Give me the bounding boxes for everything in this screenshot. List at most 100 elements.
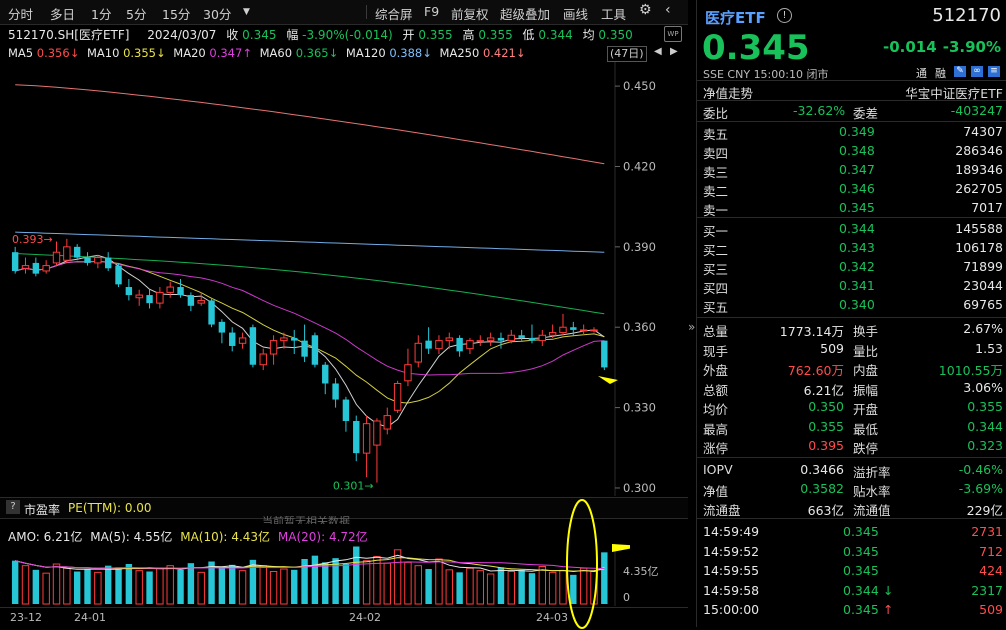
- chevron-left-icon[interactable]: ‹: [665, 2, 671, 18]
- volume-bar: [280, 568, 288, 605]
- candle-body: [590, 329, 598, 332]
- fund-stat-value: 0.3582: [800, 481, 844, 496]
- composite-screen-button[interactable]: 综合屏: [375, 7, 413, 22]
- candlestick-chart[interactable]: 0.450 0.420 0.390 0.360 0.330 0.300 0.393→ 0.30…: [0, 62, 688, 496]
- candle-body: [21, 265, 30, 269]
- ask-level-label: 卖五: [703, 127, 729, 142]
- fund-code: 512170: [932, 5, 1001, 26]
- ma10-label: MA10: [86, 46, 120, 60]
- forward-adjust-button[interactable]: 前复权: [451, 7, 489, 22]
- ask-row: 卖一 0.345 7017: [697, 199, 1003, 218]
- edit-icon[interactable]: ✎: [954, 66, 966, 77]
- triangle-right-icon[interactable]: ▶: [670, 46, 678, 57]
- volume-bar: [601, 552, 608, 604]
- stat-row: 均价 0.350 开盘 0.355: [697, 398, 1003, 417]
- ma120-value: 0.388↓: [389, 46, 432, 60]
- stat-row: 外盘 762.60万 内盘 1010.55万: [697, 359, 1003, 378]
- help-icon[interactable]: ?: [6, 500, 20, 514]
- tab-timeshare[interactable]: 分时: [8, 7, 34, 22]
- candle-body: [280, 337, 288, 342]
- gear-icon[interactable]: ⚙: [639, 2, 652, 18]
- volume-bar: [135, 570, 143, 605]
- tab-15min[interactable]: 15分: [162, 7, 191, 22]
- candle-body: [435, 340, 443, 350]
- wp-icon[interactable]: WP: [664, 26, 682, 42]
- last-price: 0.345: [702, 28, 810, 68]
- volume-bar: [269, 571, 278, 605]
- candle-body: [291, 337, 298, 341]
- link-icon[interactable]: ∞: [971, 66, 983, 77]
- ask-price: 0.348: [839, 143, 875, 158]
- volume-bar: [291, 569, 298, 604]
- candle-body: [208, 300, 215, 325]
- stat-value: 509: [820, 340, 844, 356]
- stat-value: 1010.55万: [938, 363, 1003, 378]
- fund-stat-label: 净值: [703, 484, 729, 499]
- tab-30min[interactable]: 30分: [203, 7, 232, 22]
- stat-value: 0.355: [808, 418, 844, 434]
- stat-label: 现手: [703, 343, 729, 359]
- tick-row: 14:59:49 0.345 2731: [697, 523, 1003, 541]
- triangle-left-icon[interactable]: ◀: [654, 46, 662, 57]
- volume-bar: [229, 564, 236, 604]
- info-circle-icon[interactable]: !: [777, 8, 792, 23]
- super-overlay-button[interactable]: 超级叠加: [500, 7, 551, 22]
- bid-volume: 71899: [963, 259, 1003, 274]
- fund-name[interactable]: 医疗ETF: [705, 9, 766, 27]
- tick-arrow-icon: ↓: [883, 582, 894, 598]
- ma20-line: [15, 260, 605, 376]
- down-triangle-icon[interactable]: ▼: [243, 7, 250, 17]
- pe-label[interactable]: 市盈率: [24, 503, 61, 517]
- fund-stat-row: 净值 0.3582 贴水率 -3.69%: [697, 480, 1003, 499]
- volume-bar: [177, 569, 184, 604]
- tab-5min[interactable]: 5分: [126, 7, 147, 22]
- ask-volume: 74307: [963, 124, 1003, 139]
- ma120-label: MA120: [345, 46, 386, 60]
- tab-multiday[interactable]: 多日: [50, 7, 76, 22]
- candle-body: [383, 415, 391, 430]
- candle-body: [332, 383, 339, 400]
- stat-value: 1773.14万: [779, 324, 844, 339]
- ma250-line: [15, 84, 605, 165]
- draw-line-button[interactable]: 画线: [563, 7, 589, 22]
- order-ratio-row: 委比 -32.62% 委差 -403247: [697, 102, 1003, 121]
- volume-bar: [125, 564, 133, 604]
- stat-row: 现手 509 量比 1.53: [697, 340, 1003, 359]
- list-icon[interactable]: ≡: [988, 66, 1000, 77]
- candle-body: [497, 337, 505, 341]
- candle-body: [218, 321, 226, 333]
- tick-price: 0.345: [843, 602, 879, 617]
- volume-bar: [218, 567, 226, 604]
- period-badge[interactable]: (47日): [607, 46, 647, 62]
- badge-tong: 通: [916, 67, 927, 80]
- volume-chart[interactable]: 4.35亿 0: [0, 544, 688, 606]
- nav-trend-row[interactable]: 净值走势 华宝中证医疗ETF: [697, 82, 1003, 101]
- candle-body: [259, 353, 267, 366]
- fund-fullname: 华宝中证医疗ETF: [905, 86, 1003, 101]
- tick-price: 0.344: [843, 582, 879, 598]
- bid-row: 买一 0.344 145588: [697, 220, 1003, 239]
- volume-bar: [21, 565, 30, 605]
- candle-body: [362, 423, 371, 454]
- collapse-handle-icon[interactable]: »: [688, 320, 696, 334]
- volume-bar: [94, 571, 102, 605]
- f9-button[interactable]: F9: [424, 4, 440, 19]
- volume-bar: [538, 566, 547, 605]
- tick-row: 15:00:00 0.345 ↑ 509: [697, 601, 1003, 619]
- divider: [697, 317, 1006, 318]
- ask-level-label: 卖一: [703, 203, 729, 218]
- volume-bar: [425, 569, 432, 604]
- tools-button[interactable]: 工具: [601, 7, 627, 22]
- stat-value: 0.395: [808, 438, 844, 453]
- x-tick: 23-12: [10, 611, 42, 624]
- candle-body: [486, 337, 495, 342]
- candle-body: [156, 291, 164, 304]
- volume-bar: [518, 569, 525, 604]
- tab-1min[interactable]: 1分: [91, 7, 112, 22]
- fund-stat-value: -3.69%: [958, 481, 1003, 496]
- ask-row: 卖五 0.349 74307: [697, 123, 1003, 142]
- candle-body: [63, 246, 71, 261]
- candle-body: [229, 332, 236, 346]
- nav-trend-label[interactable]: 净值走势: [703, 86, 754, 101]
- pe-value: PE(TTM): 0.00: [68, 501, 152, 515]
